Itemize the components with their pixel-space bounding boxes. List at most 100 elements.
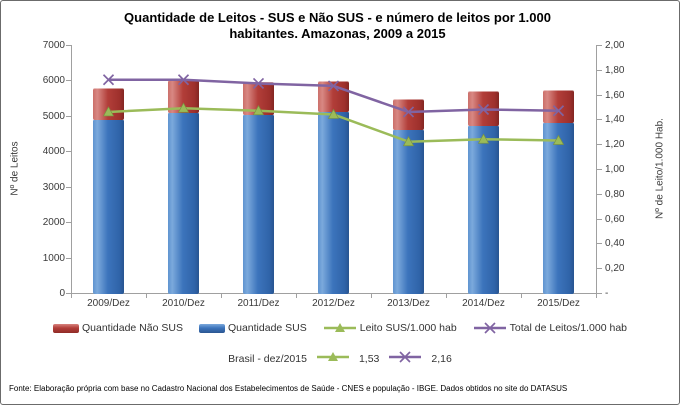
marker-triangle-2013-dez	[402, 135, 415, 147]
left-axis-title: Nº de Leitos	[9, 141, 21, 196]
right-axis-tick	[597, 144, 602, 146]
source-note: Fonte: Elaboração própria com base no Ca…	[9, 384, 568, 393]
right-axis-tick	[597, 45, 602, 46]
right-axis-tick	[597, 69, 602, 71]
legend-label: Quantidade SUS	[227, 322, 307, 334]
left-axis-tick-label: 2000	[42, 217, 65, 229]
marker-x-2010-dez	[177, 74, 190, 86]
reference-leito-sus-marker	[316, 351, 350, 366]
line-total-de-leitos-1-000-hab	[108, 78, 559, 114]
left-axis-tick-label: 4000	[42, 146, 65, 158]
legend-label: Quantidade Não SUS	[81, 322, 183, 334]
marker-triangle-2014-dez	[477, 133, 490, 144]
x-axis-tick	[596, 294, 597, 298]
x-axis-category-label: 2012/Dez	[312, 298, 355, 309]
chart-title: Quantidade de Leitos - SUS e Não SUS - e…	[56, 10, 619, 42]
x-axis-tick	[521, 294, 522, 298]
marker-x-2011-dez	[252, 77, 265, 90]
lines-overlay	[102, 74, 565, 147]
bar-quantidade-sus-2009-dez	[93, 119, 124, 294]
marker-triangle-2011-dez	[252, 104, 265, 116]
right-axis-tick-label: 1,40	[605, 114, 625, 126]
left-axis-tick-label: 0	[59, 288, 65, 299]
marker-x-2015-dez	[552, 105, 565, 117]
right-axis-tick	[597, 268, 602, 270]
line-x-swatch-icon	[473, 322, 506, 334]
x-axis-category-label: 2015/Dez	[537, 298, 580, 309]
x-axis-tick	[71, 294, 72, 298]
right-axis-tick-label: 0,80	[605, 188, 625, 200]
marker-x-2014-dez	[477, 103, 490, 116]
legend-label: Total de Leitos/1.000 hab	[509, 322, 628, 334]
left-axis-tick	[66, 293, 71, 294]
left-axis-tick-label: 5000	[42, 110, 65, 122]
left-axis-tick-label: 7000	[42, 40, 65, 51]
bar-quantidade-sus-2011-dez	[243, 113, 274, 294]
x-axis-category-label: 2013/Dez	[387, 298, 430, 309]
reference-leito-sus-value: 1,53	[358, 352, 380, 365]
marker-x-2013-dez	[402, 106, 415, 118]
right-axis-tick-label: 1,80	[605, 64, 625, 76]
right-axis-line	[596, 45, 597, 293]
right-axis-tick	[597, 119, 602, 121]
marker-x-2012-dez	[327, 80, 340, 92]
legend-item-total-de-leitos-1-000-hab: Total de Leitos/1.000 hab	[473, 322, 627, 334]
right-axis-tick	[597, 193, 602, 195]
bar-blue-swatch-icon	[198, 323, 225, 333]
left-axis-tick	[66, 151, 71, 153]
bar-quantidade-na-o-sus-2013-dez	[393, 99, 424, 130]
right-axis-title: Nº de Leito/1.000 Hab.	[654, 118, 666, 219]
left-axis-tick	[66, 45, 71, 46]
left-axis-tick-label: 1000	[42, 252, 65, 264]
left-axis-tick-label: 3000	[42, 181, 65, 193]
marker-x-2009-dez	[102, 74, 115, 86]
right-axis-tick	[597, 243, 602, 245]
bar-quantidade-sus-2014-dez	[468, 125, 499, 294]
bar-quantidade-sus-2012-dez	[318, 110, 349, 294]
x-axis-tick	[296, 294, 297, 298]
x-axis-tick	[446, 294, 447, 298]
bar-quantidade-sus-2015-dez	[543, 121, 574, 294]
legend-item-quantidade-na-o-sus: Quantidade Não SUS	[52, 322, 183, 334]
line-x-swatch-icon	[389, 351, 422, 363]
reference-total-marker	[388, 351, 422, 366]
bar-quantidade-sus-2013-dez	[393, 128, 424, 294]
chart-title-line1: Quantidade de Leitos - SUS e Não SUS - e…	[124, 10, 551, 25]
right-axis-tick-label: -	[605, 288, 609, 299]
line-triangle-swatch-icon	[323, 323, 356, 332]
left-axis-line	[71, 45, 72, 293]
right-axis-tick-label: 2,00	[605, 40, 625, 51]
marker-triangle-2012-dez	[327, 108, 340, 119]
x-axis-tick	[146, 294, 147, 298]
right-axis-tick-label: 0,40	[605, 238, 625, 250]
right-axis-tick-label: 0,20	[605, 263, 625, 275]
reference-row: Brasil - dez/2015 1,53 2,16	[1, 351, 679, 366]
marker-triangle-2010-dez	[177, 102, 190, 113]
right-axis-tick-label: 0,60	[605, 213, 625, 225]
right-axis-tick	[597, 169, 602, 170]
x-axis-category-label: 2011/Dez	[237, 298, 280, 309]
reference-total-value: 2,16	[431, 352, 452, 365]
x-axis-category-label: 2010/Dez	[162, 298, 205, 309]
left-axis-tick-label: 6000	[42, 75, 65, 87]
reference-label: Brasil - dez/2015	[228, 352, 307, 365]
legend-item-quantidade-sus: Quantidade SUS	[198, 322, 307, 334]
x-axis-tick	[371, 294, 372, 298]
left-axis-tick	[66, 80, 71, 82]
marker-triangle-2009-dez	[102, 106, 115, 117]
marker-triangle-2015-dez	[552, 134, 565, 145]
bar-red-swatch-icon	[52, 323, 79, 333]
bar-quantidade-na-o-sus-2015-dez	[543, 89, 574, 123]
legend-item-leito-sus-1-000-hab: Leito SUS/1.000 hab	[323, 322, 457, 334]
chart-title-line2: habitantes. Amazonas, 2009 a 2015	[229, 26, 446, 41]
left-axis-tick	[66, 257, 71, 259]
legend: Quantidade Não SUS Quantidade SUS Leito SU…	[21, 322, 659, 334]
x-axis-tick	[221, 294, 222, 298]
right-axis-tick	[597, 293, 602, 294]
right-axis-tick-label: 1,20	[605, 139, 625, 151]
right-axis-tick	[597, 94, 602, 96]
left-axis-tick	[66, 222, 71, 224]
right-axis-tick	[597, 218, 602, 220]
left-axis-tick	[66, 186, 71, 188]
